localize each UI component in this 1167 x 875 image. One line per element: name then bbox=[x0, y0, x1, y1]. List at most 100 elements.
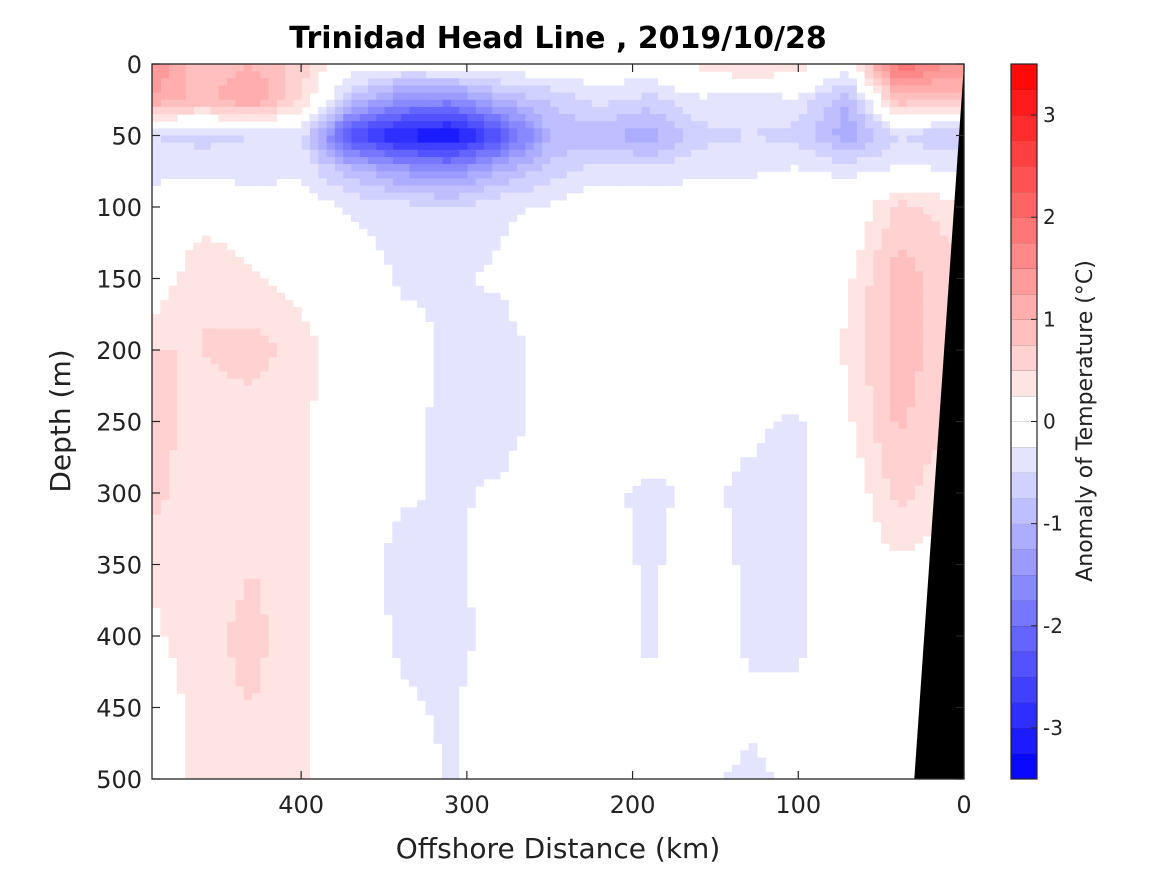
heatmap-cell bbox=[872, 299, 882, 308]
heatmap-cell bbox=[466, 156, 476, 165]
heatmap-cell bbox=[234, 614, 244, 623]
heatmap-cell bbox=[823, 92, 833, 101]
heatmap-cell bbox=[939, 106, 949, 115]
heatmap-cell bbox=[168, 571, 178, 580]
heatmap-cell bbox=[591, 106, 601, 115]
heatmap-cell bbox=[533, 142, 543, 151]
heatmap-cell bbox=[491, 392, 501, 401]
heatmap-cell bbox=[193, 571, 203, 580]
heatmap-cell bbox=[268, 135, 277, 144]
heatmap-cell bbox=[201, 99, 211, 108]
heatmap-cell bbox=[185, 543, 195, 551]
heatmap-cell bbox=[450, 221, 460, 230]
heatmap-cell bbox=[218, 721, 228, 730]
heatmap-cell bbox=[781, 657, 791, 666]
heatmap-cell bbox=[458, 128, 468, 137]
heatmap-cell bbox=[839, 156, 849, 165]
heatmap-cell bbox=[798, 578, 808, 587]
heatmap-cell bbox=[251, 428, 261, 437]
heatmap-cell bbox=[914, 128, 924, 137]
heatmap-cell bbox=[798, 621, 808, 630]
heatmap-cell bbox=[234, 585, 244, 594]
heatmap-cell bbox=[922, 228, 932, 237]
heatmap-cell bbox=[152, 114, 161, 122]
heatmap-cell bbox=[466, 314, 476, 322]
heatmap-cell bbox=[773, 121, 783, 129]
heatmap-cell bbox=[541, 114, 551, 122]
heatmap-cell bbox=[458, 78, 468, 87]
heatmap-cell bbox=[168, 500, 178, 508]
heatmap-cell bbox=[168, 392, 178, 401]
heatmap-cell bbox=[284, 450, 294, 458]
heatmap-cell bbox=[442, 664, 451, 673]
heatmap-cell bbox=[781, 142, 791, 151]
heatmap-cell bbox=[276, 614, 286, 623]
heatmap-cell bbox=[864, 64, 874, 72]
heatmap-cell bbox=[591, 85, 601, 94]
heatmap-cell bbox=[856, 392, 866, 401]
heatmap-cell bbox=[930, 400, 940, 408]
heatmap-cell bbox=[226, 321, 236, 330]
heatmap-cell bbox=[748, 764, 758, 773]
heatmap-cell bbox=[359, 164, 369, 172]
heatmap-cell bbox=[168, 156, 178, 165]
heatmap-cell bbox=[259, 571, 269, 580]
heatmap-cell bbox=[268, 764, 277, 773]
heatmap-cell bbox=[350, 192, 360, 201]
heatmap-cell bbox=[284, 128, 294, 137]
heatmap-cell bbox=[243, 485, 253, 494]
heatmap-cell bbox=[558, 106, 567, 115]
heatmap-cell bbox=[649, 507, 659, 516]
heatmap-cell bbox=[185, 686, 195, 694]
heatmap-cell bbox=[450, 264, 460, 272]
heatmap-cell bbox=[251, 342, 261, 351]
heatmap-cell bbox=[632, 543, 642, 551]
heatmap-cell bbox=[193, 643, 203, 651]
heatmap-cell bbox=[425, 457, 435, 465]
heatmap-cell bbox=[823, 149, 833, 158]
heatmap-cell bbox=[790, 636, 799, 644]
colorbar-swatch bbox=[1011, 268, 1037, 295]
heatmap-cell bbox=[632, 114, 642, 122]
heatmap-cell bbox=[914, 421, 924, 430]
heatmap-cell bbox=[417, 221, 427, 230]
heatmap-cell bbox=[408, 600, 418, 608]
heatmap-cell bbox=[218, 471, 228, 480]
heatmap-cell bbox=[458, 292, 468, 301]
heatmap-cell bbox=[500, 78, 509, 87]
heatmap-cell bbox=[301, 171, 311, 179]
heatmap-cell bbox=[251, 328, 261, 337]
heatmap-cell bbox=[168, 171, 178, 179]
heatmap-cell bbox=[450, 657, 460, 666]
heatmap-cell bbox=[508, 400, 518, 408]
heatmap-cell bbox=[790, 507, 799, 516]
heatmap-cell bbox=[906, 99, 915, 108]
heatmap-cell bbox=[417, 292, 427, 301]
heatmap-cell bbox=[765, 507, 775, 516]
heatmap-cell bbox=[433, 242, 443, 251]
heatmap-cell bbox=[781, 528, 791, 537]
heatmap-cell bbox=[790, 493, 799, 501]
heatmap-cell bbox=[922, 78, 932, 87]
heatmap-cell bbox=[591, 92, 601, 101]
heatmap-cell bbox=[193, 392, 203, 401]
heatmap-cell bbox=[930, 207, 940, 215]
heatmap-cell bbox=[864, 457, 874, 465]
heatmap-cell bbox=[243, 557, 253, 566]
heatmap-cell bbox=[914, 264, 924, 272]
heatmap-cell bbox=[433, 164, 443, 172]
heatmap-cell bbox=[814, 106, 824, 115]
heatmap-cell bbox=[276, 714, 286, 723]
heatmap-cell bbox=[234, 650, 244, 659]
heatmap-cell bbox=[458, 607, 468, 616]
heatmap-cell bbox=[524, 164, 534, 172]
heatmap-cell bbox=[906, 299, 915, 308]
heatmap-cell bbox=[872, 135, 882, 144]
heatmap-cell bbox=[442, 671, 451, 680]
heatmap-cell bbox=[218, 371, 228, 380]
heatmap-cell bbox=[930, 307, 940, 315]
heatmap-cell bbox=[276, 514, 286, 523]
heatmap-cell bbox=[259, 550, 269, 558]
heatmap-cell bbox=[491, 442, 501, 451]
heatmap-cell bbox=[201, 464, 211, 473]
